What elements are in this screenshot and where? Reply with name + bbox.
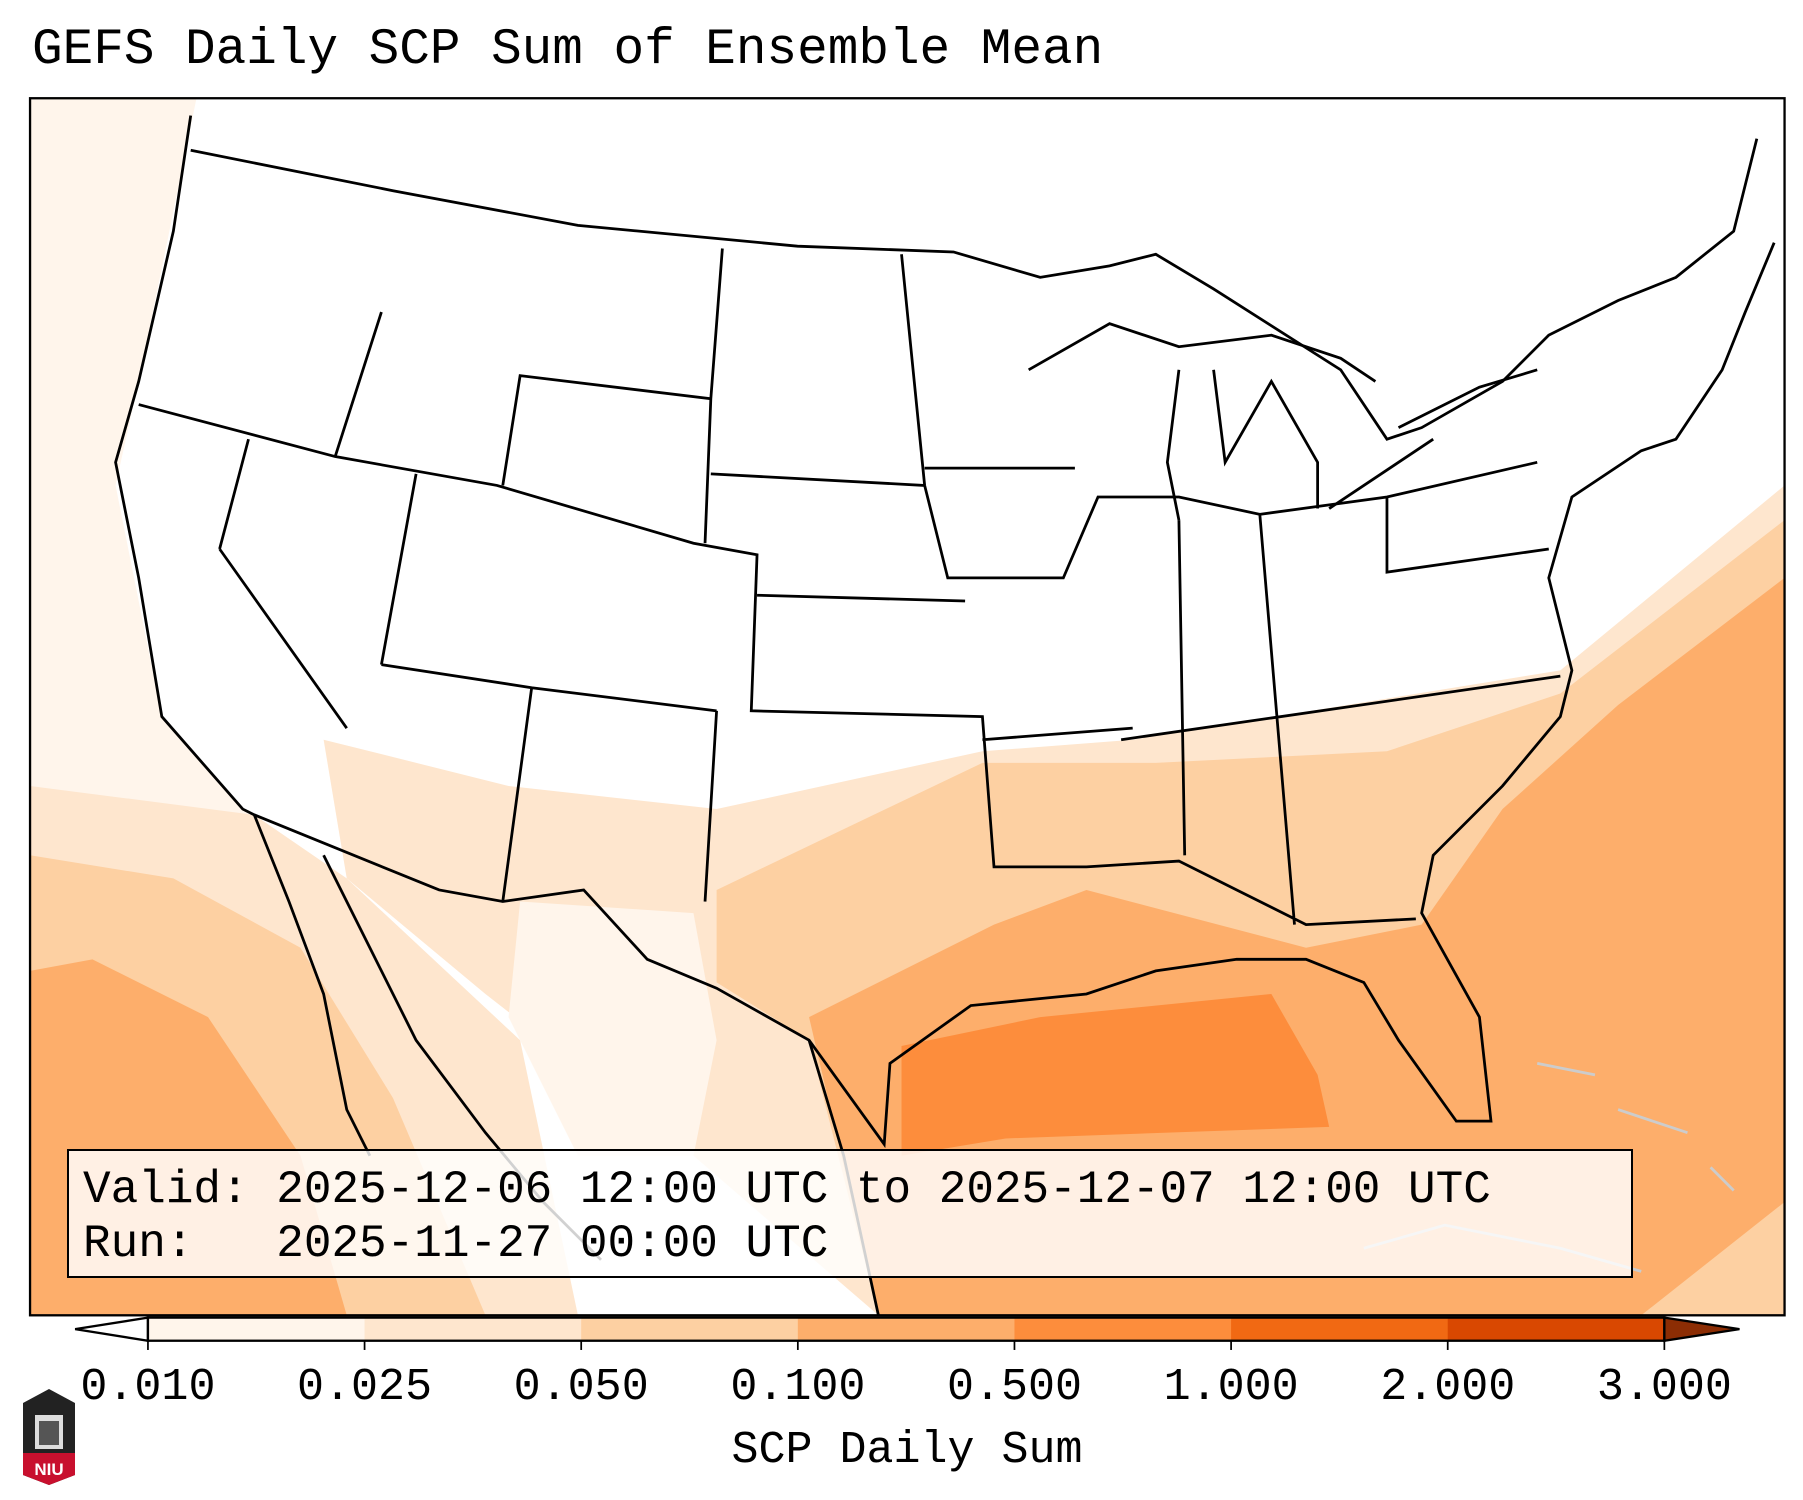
colorbar-tick-label: 0.100 <box>730 1362 866 1413</box>
colorbar-segment <box>364 1317 582 1341</box>
niu-logo: NIU <box>23 1389 75 1485</box>
colorbar-extend-high <box>1663 1316 1740 1343</box>
colorbar-tick-label: 0.010 <box>80 1362 216 1413</box>
colorbar-tick-label: 0.025 <box>297 1362 433 1413</box>
colorbar-outline <box>146 1316 1666 1342</box>
colorbar-segment <box>797 1317 1016 1341</box>
colorbar-extend-low <box>74 1316 150 1343</box>
map-frame <box>28 97 1786 1317</box>
colorbar-segment <box>1014 1317 1232 1341</box>
boundaries <box>114 115 1776 1316</box>
valid-time-text: Valid: 2025-12-06 12:00 UTC to 2025-12-0… <box>83 1164 1491 1216</box>
svg-text:NIU: NIU <box>34 1460 63 1479</box>
colorbar-segment <box>581 1317 799 1341</box>
colorbar-tick-label: 0.500 <box>946 1362 1082 1413</box>
chart-title: GEFS Daily SCP Sum of Ensemble Mean <box>32 22 1104 79</box>
shade-gulf <box>901 993 1330 1156</box>
canada-border <box>190 138 1759 441</box>
colorbar-tick-label: 0.050 <box>513 1362 649 1413</box>
run-time-text: Run: 2025-11-27 00:00 UTC <box>83 1218 829 1270</box>
colorbar-segment <box>1447 1317 1665 1341</box>
state-lines <box>138 248 1561 927</box>
info-box: Valid: 2025-12-06 12:00 UTC to 2025-12-0… <box>67 1149 1633 1278</box>
map-field <box>30 98 1785 1316</box>
colorbar-segment <box>147 1317 366 1341</box>
colorbar <box>74 1316 1740 1350</box>
shade-west-pale <box>30 98 255 821</box>
colorbar-segment <box>1231 1317 1449 1341</box>
conus-coastline <box>114 115 1776 1149</box>
colorbar-label: SCP Daily Sum <box>731 1425 1083 1476</box>
colorbar-tick-label: 3.000 <box>1596 1362 1732 1413</box>
colorbar-tick-label: 2.000 <box>1380 1362 1516 1413</box>
great-lakes <box>1027 322 1538 521</box>
colorbar-tick-label: 1.000 <box>1163 1362 1299 1413</box>
